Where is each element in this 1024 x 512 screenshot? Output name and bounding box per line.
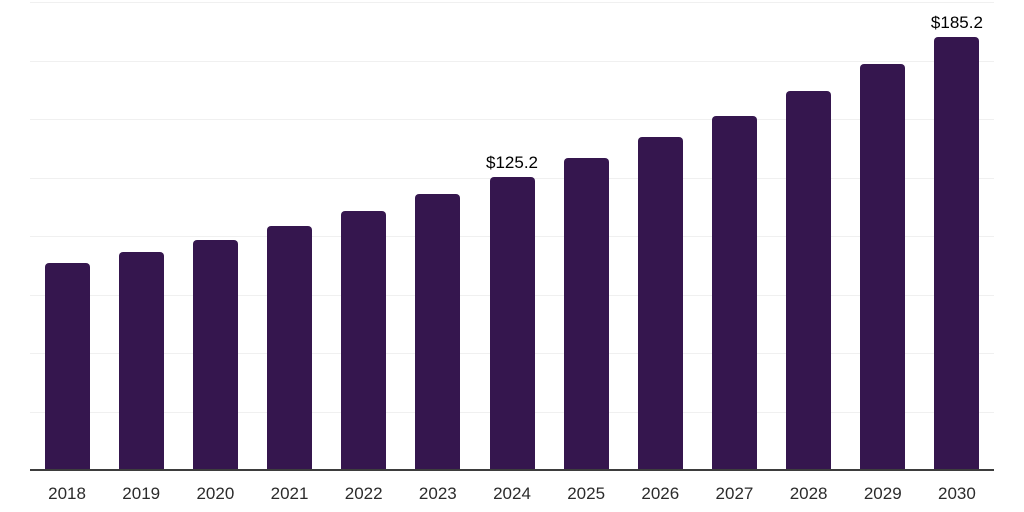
bar-2022 [341, 210, 387, 470]
bar-2020 [192, 239, 238, 470]
gridline-y175 [30, 60, 994, 62]
x-tick-label-2029: 2029 [863, 484, 902, 503]
bar-2024 [489, 177, 535, 470]
x-tick-label-2023: 2023 [418, 484, 457, 503]
x-tick-label-2027: 2027 [715, 484, 754, 503]
x-tick-label-2021: 2021 [270, 484, 309, 503]
bar-2025 [563, 157, 609, 470]
bar-2023 [415, 193, 461, 470]
x-tick-label-2018: 2018 [48, 484, 86, 503]
bar-2028 [786, 90, 832, 470]
x-tick-label-2020: 2020 [196, 484, 235, 503]
bar-2021 [267, 225, 313, 470]
gridline-y200 [30, 2, 994, 3]
bar-2019 [118, 252, 164, 470]
x-tick-label-2025: 2025 [567, 484, 606, 503]
bar-2029 [860, 63, 906, 470]
bar-2030 [934, 36, 980, 470]
gridline-y150 [30, 119, 994, 120]
bar-2026 [637, 137, 683, 470]
x-tick-label-2019: 2019 [122, 484, 161, 503]
x-axis-line [30, 469, 994, 471]
x-tick-label-2030: 2030 [938, 484, 976, 503]
bar-2027 [711, 115, 757, 470]
bar-value-label-2030: $185.2 [930, 12, 983, 32]
bar-2018 [44, 263, 90, 470]
x-tick-label-2028: 2028 [789, 484, 828, 503]
bar-value-label-2024: $125.2 [486, 153, 538, 173]
x-tick-label-2024: 2024 [493, 484, 531, 503]
x-tick-label-2022: 2022 [344, 484, 383, 503]
x-tick-label-2026: 2026 [641, 484, 680, 503]
